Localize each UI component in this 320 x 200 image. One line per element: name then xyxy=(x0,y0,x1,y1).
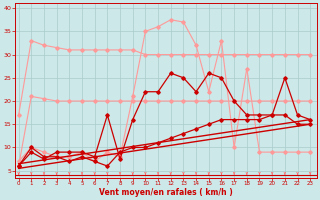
X-axis label: Vent moyen/en rafales ( km/h ): Vent moyen/en rafales ( km/h ) xyxy=(99,188,233,197)
